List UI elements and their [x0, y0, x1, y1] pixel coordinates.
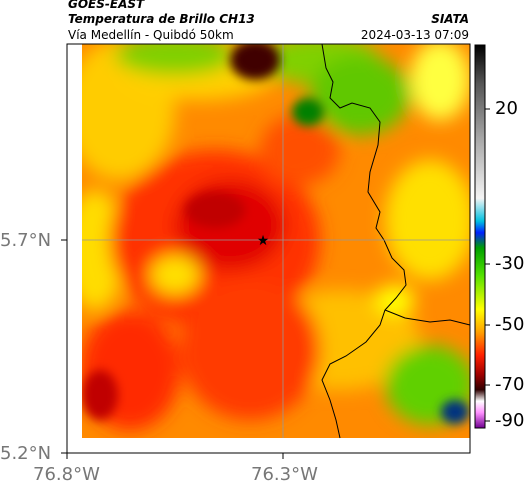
lon-tick-label-76.3: 76.3°W	[251, 464, 318, 485]
route-subtitle: Vía Medellín - Quibdó 50km	[68, 28, 234, 42]
product-title: Temperatura de Brillo CH13	[68, 12, 255, 26]
datetime-label: 2024-03-13 07:09	[360, 28, 469, 42]
lat-tick-label-5.7: 5.7°N	[0, 230, 52, 251]
location-marker: ★	[257, 233, 270, 249]
colorbar-label-m70: -70	[495, 374, 525, 395]
map-frame	[66, 43, 471, 454]
colorbar-label-m90: -90	[495, 410, 525, 431]
brightness-temperature-field	[82, 44, 470, 438]
colorbar-label-m50: -50	[495, 314, 525, 335]
organization-label: SIATA	[431, 12, 469, 26]
colorbar-label-m30: -30	[495, 253, 525, 274]
colorbar	[474, 44, 486, 429]
lat-tick-label-5.2: 5.2°N	[0, 443, 52, 464]
lon-tick-label-76.8: 76.8°W	[33, 464, 100, 485]
satellite-title: GOES-EAST	[68, 0, 145, 11]
colorbar-label-20: 20	[495, 98, 518, 119]
